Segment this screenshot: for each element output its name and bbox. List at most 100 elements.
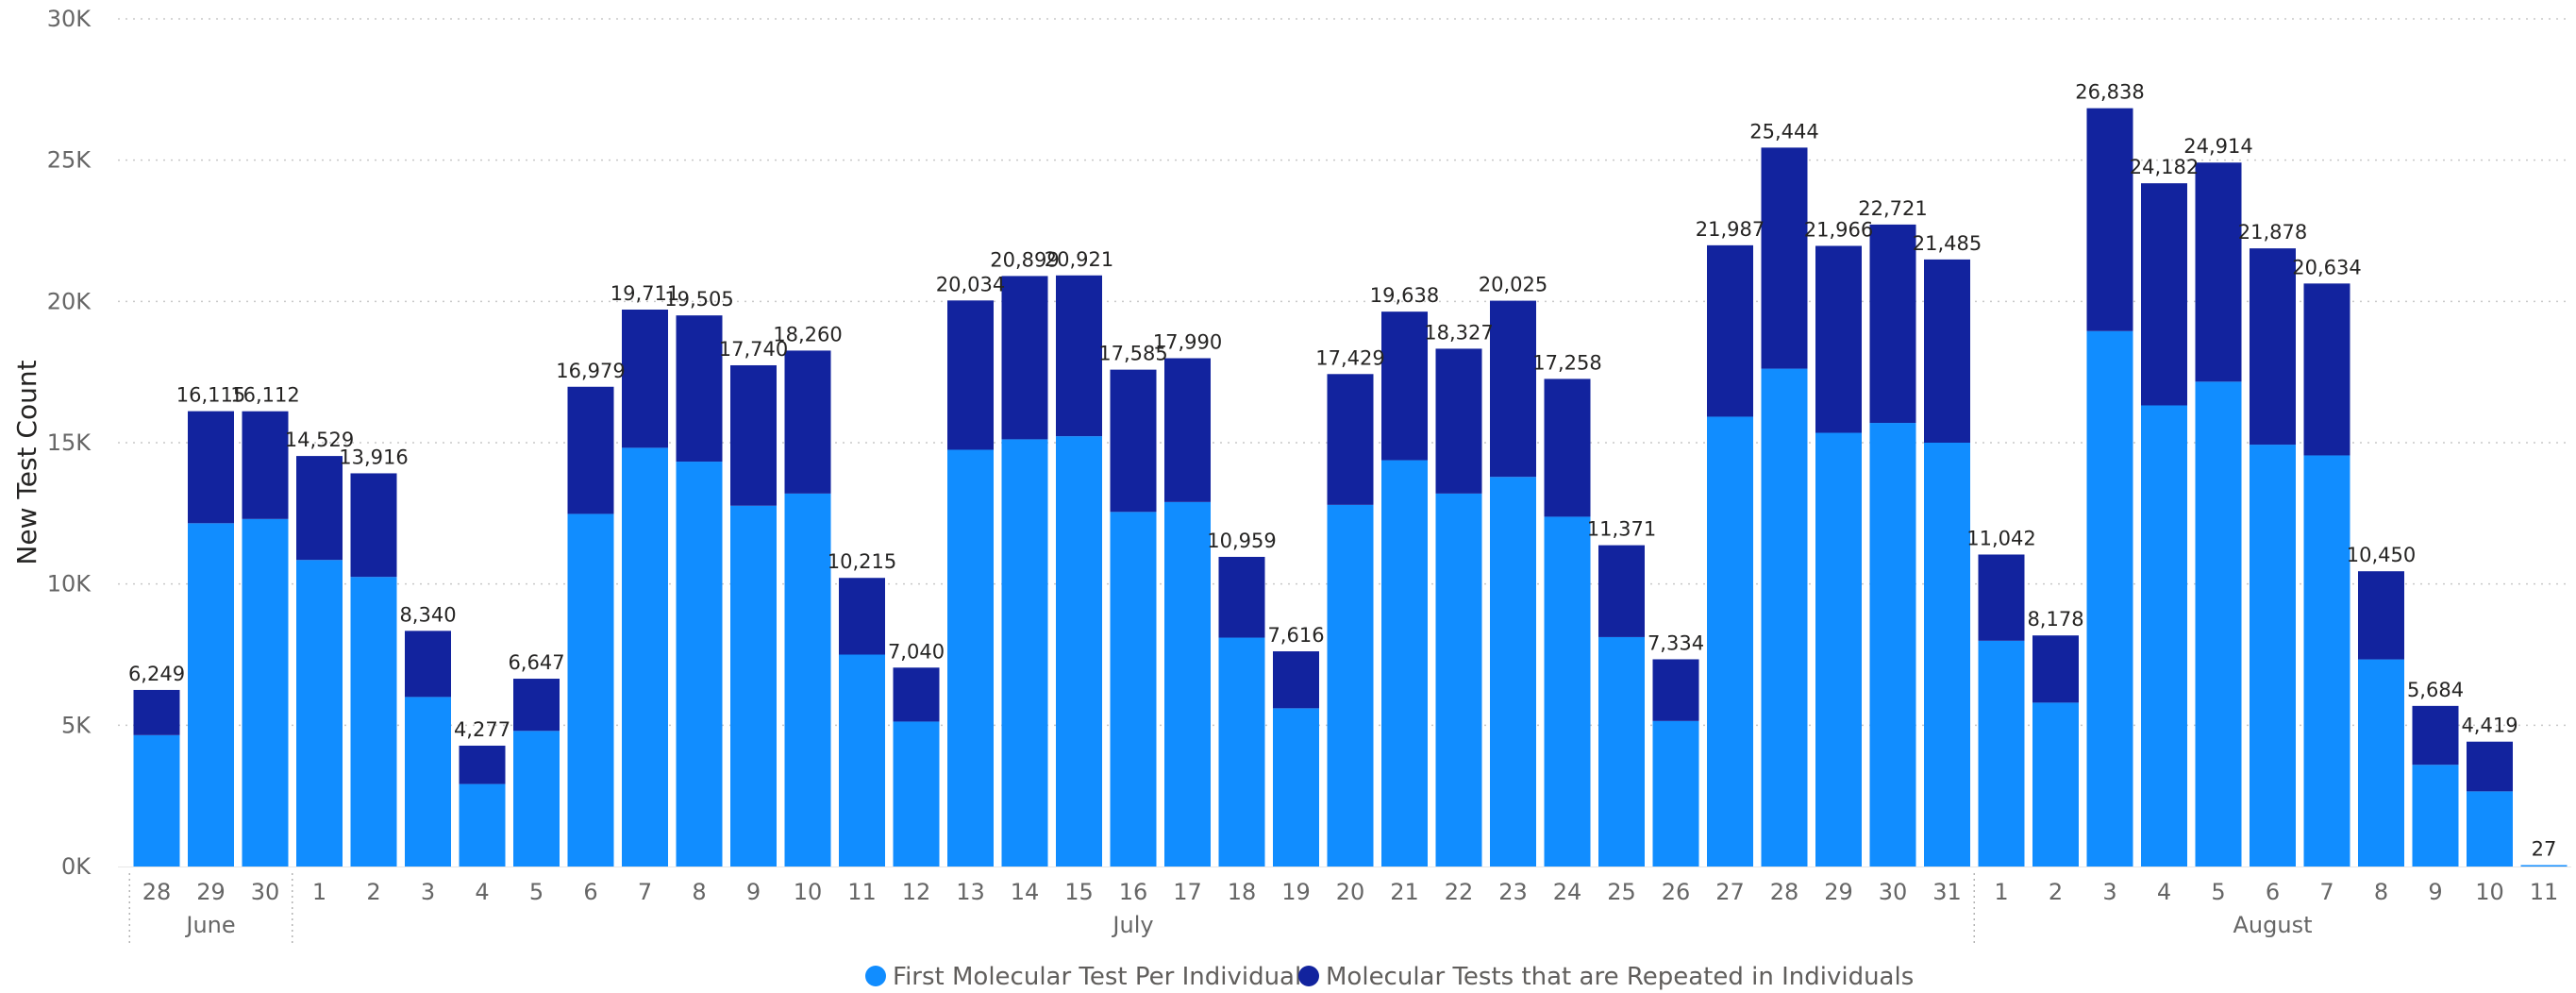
bar-first-test[interactable] bbox=[567, 513, 614, 867]
bar-first-test[interactable] bbox=[1056, 436, 1102, 867]
bar-repeated-tests[interactable] bbox=[567, 386, 614, 514]
bar-repeated-tests[interactable] bbox=[1327, 374, 1374, 505]
bar-first-test[interactable] bbox=[1381, 460, 1428, 867]
total-data-label: 10,215 bbox=[828, 550, 896, 573]
bar-first-test[interactable] bbox=[1598, 636, 1645, 867]
bar-repeated-tests[interactable] bbox=[2086, 108, 2133, 331]
bar-first-test[interactable] bbox=[296, 560, 343, 867]
bar-repeated-tests[interactable] bbox=[1815, 245, 1862, 433]
bar-repeated-tests[interactable] bbox=[2467, 741, 2513, 792]
bar-repeated-tests[interactable] bbox=[2195, 162, 2242, 382]
total-data-label: 21,485 bbox=[1913, 232, 1982, 255]
bar-first-test[interactable] bbox=[676, 462, 723, 867]
legend-label-repeated-tests: Molecular Tests that are Repeated in Ind… bbox=[1326, 963, 1914, 991]
bar-repeated-tests[interactable] bbox=[1273, 651, 1319, 709]
x-tick-label: 8 bbox=[692, 879, 706, 905]
bar-repeated-tests[interactable] bbox=[459, 745, 506, 784]
x-tick-label: 5 bbox=[529, 879, 544, 905]
bar-repeated-tests[interactable] bbox=[784, 350, 831, 494]
bar-repeated-tests[interactable] bbox=[1056, 275, 1102, 437]
bar-first-test[interactable] bbox=[730, 505, 777, 867]
bar-first-test[interactable] bbox=[459, 783, 506, 867]
bar-first-test[interactable] bbox=[513, 731, 560, 867]
bar-first-test[interactable] bbox=[947, 449, 994, 867]
bar-first-test[interactable] bbox=[1815, 432, 1862, 867]
bar-first-test[interactable] bbox=[1435, 493, 1482, 867]
bar-repeated-tests[interactable] bbox=[2358, 571, 2404, 660]
bar-first-test[interactable] bbox=[2086, 330, 2133, 867]
bar-first-test[interactable] bbox=[1924, 443, 1970, 867]
bar-repeated-tests[interactable] bbox=[893, 667, 940, 722]
bar-first-test[interactable] bbox=[2467, 791, 2513, 867]
bar-repeated-tests[interactable] bbox=[839, 578, 885, 655]
bar-first-test[interactable] bbox=[2303, 455, 2350, 867]
bar-repeated-tests[interactable] bbox=[1544, 379, 1591, 517]
bar-repeated-tests[interactable] bbox=[1218, 556, 1265, 638]
bar-repeated-tests[interactable] bbox=[2250, 248, 2296, 446]
bar-first-test[interactable] bbox=[622, 447, 668, 867]
bar-repeated-tests[interactable] bbox=[1707, 244, 1753, 417]
bar-repeated-tests[interactable] bbox=[947, 300, 994, 450]
bar-repeated-tests[interactable] bbox=[1598, 545, 1645, 637]
bar-repeated-tests[interactable] bbox=[1490, 300, 1536, 478]
bar-repeated-tests[interactable] bbox=[1869, 224, 1916, 424]
bar-repeated-tests[interactable] bbox=[1001, 276, 1048, 440]
bar-first-test[interactable] bbox=[1218, 637, 1265, 867]
bar-repeated-tests[interactable] bbox=[1761, 147, 1808, 369]
bar-first-test[interactable] bbox=[1164, 501, 1211, 867]
bar-repeated-tests[interactable] bbox=[1110, 369, 1157, 513]
legend-item-repeated-tests[interactable]: Molecular Tests that are Repeated in Ind… bbox=[1298, 963, 1914, 991]
bar-first-test[interactable] bbox=[405, 697, 451, 867]
x-tick-label: 20 bbox=[1336, 879, 1365, 905]
bar-repeated-tests[interactable] bbox=[296, 456, 343, 561]
bar-first-test[interactable] bbox=[2195, 381, 2242, 867]
bar-first-test[interactable] bbox=[2250, 445, 2296, 867]
bar-first-test[interactable] bbox=[1490, 477, 1536, 867]
bar-first-test[interactable] bbox=[1652, 720, 1699, 867]
bar-first-test[interactable] bbox=[1761, 368, 1808, 867]
bar-repeated-tests[interactable] bbox=[1381, 311, 1428, 461]
bar-first-test[interactable] bbox=[893, 721, 940, 867]
bar-first-test[interactable] bbox=[1327, 504, 1374, 867]
bar-repeated-tests[interactable] bbox=[133, 689, 180, 735]
bar-first-test[interactable] bbox=[1110, 512, 1157, 867]
bar-first-test[interactable] bbox=[2358, 659, 2404, 867]
bar-repeated-tests[interactable] bbox=[2303, 283, 2350, 456]
bar-first-test[interactable] bbox=[1273, 708, 1319, 867]
bar-first-test[interactable] bbox=[784, 493, 831, 867]
total-data-label: 24,914 bbox=[2183, 135, 2252, 158]
bar-first-test[interactable] bbox=[133, 734, 180, 867]
bar-repeated-tests[interactable] bbox=[513, 679, 560, 732]
bar-repeated-tests[interactable] bbox=[2412, 705, 2459, 766]
bar-first-test[interactable] bbox=[2412, 765, 2459, 867]
bar-repeated-tests[interactable] bbox=[1652, 659, 1699, 721]
bar-first-test[interactable] bbox=[839, 654, 885, 867]
bar-repeated-tests[interactable] bbox=[2032, 635, 2079, 703]
bar-repeated-tests[interactable] bbox=[1924, 259, 1970, 443]
bar-first-test[interactable] bbox=[1544, 516, 1591, 867]
total-data-label: 17,990 bbox=[1153, 330, 1222, 353]
bar-repeated-tests[interactable] bbox=[730, 364, 777, 506]
bar-repeated-tests[interactable] bbox=[405, 631, 451, 698]
bar-first-test[interactable] bbox=[242, 518, 289, 867]
bar-repeated-tests[interactable] bbox=[622, 309, 668, 448]
x-tick-label: 29 bbox=[1824, 879, 1853, 905]
bar-first-test[interactable] bbox=[1869, 423, 1916, 867]
bar-repeated-tests[interactable] bbox=[1164, 358, 1211, 502]
bar-first-test[interactable] bbox=[188, 523, 234, 867]
bar-first-test[interactable] bbox=[1001, 439, 1048, 867]
bar-first-test[interactable] bbox=[350, 577, 397, 867]
bar-first-test[interactable] bbox=[2141, 405, 2187, 867]
bar-repeated-tests[interactable] bbox=[676, 315, 723, 463]
bar-repeated-tests[interactable] bbox=[188, 411, 234, 524]
bar-repeated-tests[interactable] bbox=[350, 473, 397, 578]
bar-repeated-tests[interactable] bbox=[1978, 554, 2025, 641]
legend-item-first-test[interactable]: First Molecular Test Per Individual bbox=[865, 963, 1301, 991]
bar-first-test[interactable] bbox=[2032, 702, 2079, 867]
bar-first-test[interactable] bbox=[2520, 865, 2568, 867]
bar-repeated-tests[interactable] bbox=[242, 411, 289, 519]
bar-repeated-tests[interactable] bbox=[2141, 183, 2187, 406]
bar-first-test[interactable] bbox=[1707, 416, 1753, 867]
bar-first-test[interactable] bbox=[1978, 640, 2025, 867]
bar-repeated-tests[interactable] bbox=[1435, 348, 1482, 494]
